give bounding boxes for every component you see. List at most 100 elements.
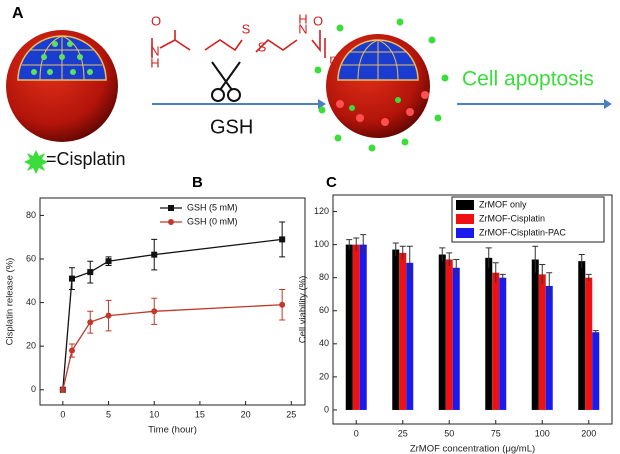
drug-dots <box>31 41 93 75</box>
series-line <box>62 304 283 390</box>
error-bar <box>546 272 553 300</box>
bar <box>485 257 493 410</box>
drug-icon <box>24 150 48 174</box>
point <box>87 319 94 326</box>
atom-label: S <box>258 39 267 54</box>
plot-frame <box>39 197 306 406</box>
bar <box>445 259 453 410</box>
x-tick-label: 75 <box>491 428 501 438</box>
error-bar <box>539 263 546 285</box>
error-bar <box>485 247 492 268</box>
error-bar <box>499 273 506 281</box>
y-tick-label: 80 <box>26 210 36 220</box>
bar <box>492 272 500 410</box>
reagent: GSH <box>210 116 253 138</box>
bar <box>359 244 367 410</box>
released-holes <box>336 91 429 126</box>
legend-swatch <box>456 200 474 210</box>
x-tick-label: 20 <box>241 409 251 419</box>
atom-label: N <box>298 21 307 36</box>
polymer-bonds <box>151 30 326 58</box>
x-tick-label: 10 <box>149 409 159 419</box>
atom-label: H <box>298 11 307 26</box>
error-bar <box>585 273 592 281</box>
y-tick-label: 0 <box>324 404 329 414</box>
error-bar <box>360 234 367 255</box>
error-bar <box>399 245 406 260</box>
y-tick-label: 80 <box>319 272 329 282</box>
bar <box>538 274 546 410</box>
released-drug <box>314 18 449 152</box>
y-tick-label: 0 <box>31 384 36 394</box>
y-tick-label: 40 <box>26 297 36 307</box>
plot-frame <box>332 194 613 425</box>
atom-label: O <box>313 13 323 28</box>
error-bar <box>439 247 446 262</box>
scissors <box>211 61 241 102</box>
bar <box>406 262 414 410</box>
error-bar <box>392 242 399 257</box>
legend-swatch <box>456 228 474 238</box>
error-bar <box>532 245 539 273</box>
error-bar <box>492 262 499 283</box>
y-axis-label: Cell viability (%) <box>298 276 309 344</box>
point <box>279 236 286 243</box>
point <box>105 258 112 265</box>
bar <box>545 285 553 410</box>
atom-label: O <box>151 13 161 28</box>
x-axis-label: Time (hour) <box>148 425 197 436</box>
panel-label: C <box>326 174 337 191</box>
y-tick-label: 60 <box>319 305 329 315</box>
point <box>59 386 66 393</box>
legend-box <box>451 196 605 243</box>
chart: B Time (hour) Cisplatin release (%) 0 20 40 60… <box>5 174 306 436</box>
error-bar <box>406 245 413 280</box>
panel-label: B <box>192 174 203 191</box>
y-tick-label: 100 <box>314 239 329 249</box>
point <box>87 269 94 276</box>
legend-label: ZrMOF only <box>479 199 527 209</box>
legend-label: ZrMOF-Cisplatin-PAC <box>479 227 566 237</box>
error-bar <box>446 252 453 267</box>
atom-label: n <box>329 51 336 66</box>
atom-label: N <box>150 43 159 58</box>
y-tick-label: 120 <box>314 206 329 216</box>
outcome: Cell apoptosis <box>462 68 594 91</box>
y-axis-label: Cisplatin release (%) <box>5 258 16 346</box>
bar <box>592 332 600 410</box>
x-tick-label: 100 <box>535 428 550 438</box>
panel-label: A <box>12 5 24 22</box>
series-line <box>62 238 283 390</box>
point <box>68 275 75 282</box>
bar <box>438 254 446 410</box>
bar <box>352 244 360 410</box>
x-tick-label: 0 <box>60 409 65 419</box>
atom-label: H <box>150 55 159 70</box>
atom-label: S <box>242 21 251 36</box>
x-tick-label: 25 <box>398 428 408 438</box>
point <box>68 347 75 354</box>
legend-marker <box>168 219 174 225</box>
x-tick-label: 25 <box>286 409 296 419</box>
y-tick-label: 40 <box>319 338 329 348</box>
bar <box>578 261 586 410</box>
legend-label: GSH (5 mM) <box>187 202 238 212</box>
error-bar <box>578 254 585 268</box>
drug-legend: =Cisplatin <box>46 149 126 169</box>
bar <box>499 277 507 410</box>
x-tick-label: 5 <box>106 409 111 419</box>
legend-marker <box>168 205 174 211</box>
point <box>279 301 286 308</box>
point <box>105 312 112 319</box>
x-tick-label: 15 <box>195 409 205 419</box>
legend-label: ZrMOF-Cisplatin <box>479 213 545 223</box>
bar <box>452 267 460 410</box>
bar <box>345 244 353 410</box>
bar <box>585 277 593 410</box>
legend-swatch <box>456 214 474 224</box>
y-tick-label: 60 <box>26 253 36 263</box>
bar <box>531 259 539 410</box>
x-axis-label: ZrMOF concentration (μg/mL) <box>410 444 535 454</box>
